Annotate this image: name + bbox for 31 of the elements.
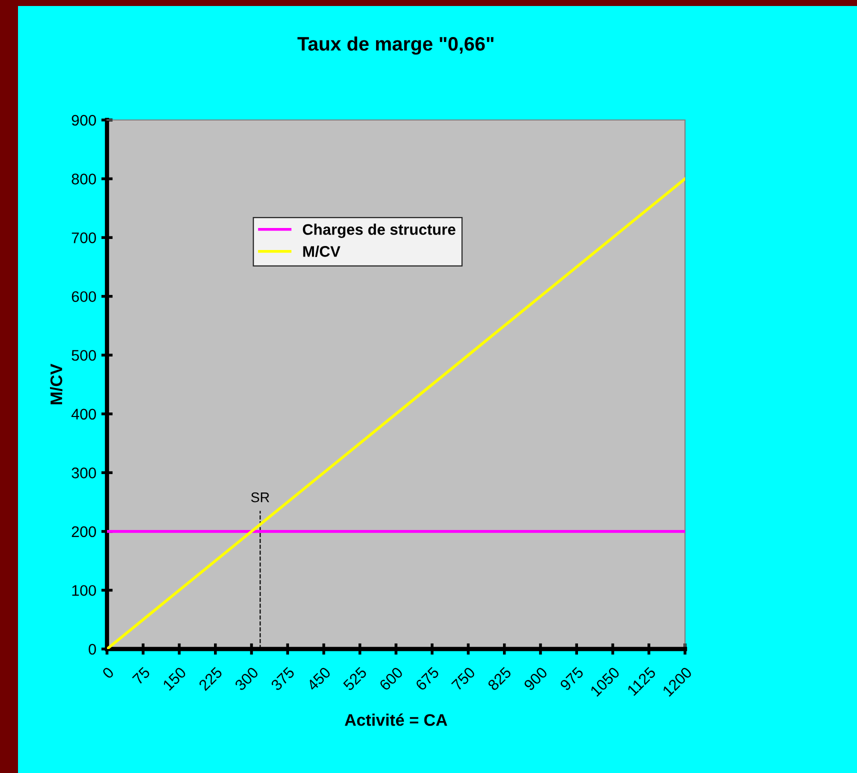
y-tick-label: 300 <box>72 468 96 478</box>
x-tick-label: 75 <box>132 666 151 686</box>
y-tick-label: 0 <box>88 644 96 655</box>
y-tick-label: 100 <box>72 585 96 596</box>
x-tick-label: 150 <box>162 666 187 691</box>
x-tick-label: 900 <box>523 666 548 692</box>
x-tick-label: 0 <box>102 666 115 680</box>
y-tick-label: 400 <box>71 408 96 420</box>
chart-title: Taux de marge "0,66" <box>297 36 494 55</box>
y-tick-label: 800 <box>72 174 96 184</box>
y-axis-title: M/CV <box>50 364 62 404</box>
ref-line-label: SR <box>251 492 270 502</box>
x-tick-label: 750 <box>451 666 476 692</box>
y-tick-label: 600 <box>72 291 96 302</box>
x-axis-title: Activité = CA <box>344 714 448 726</box>
x-tick-label: 300 <box>234 666 260 692</box>
y-tick-label: 500 <box>72 350 96 361</box>
x-tick-label: 675 <box>414 666 440 692</box>
legend-label: Charges de structure <box>302 224 456 238</box>
x-tick-label: 975 <box>559 666 584 692</box>
legend-label: M/CV <box>303 246 340 258</box>
line-series <box>107 177 685 649</box>
x-tick-label: 450 <box>306 666 332 692</box>
y-tick-label: 900 <box>72 114 96 126</box>
x-tick-label: 825 <box>487 666 512 692</box>
y-tick-label: 200 <box>72 526 96 538</box>
x-tick-label: 600 <box>378 666 404 692</box>
x-tick-label: 525 <box>342 666 368 692</box>
x-tick-label: 375 <box>270 666 296 692</box>
x-tick-label: 225 <box>198 666 223 692</box>
y-tick-label: 700 <box>72 232 96 244</box>
